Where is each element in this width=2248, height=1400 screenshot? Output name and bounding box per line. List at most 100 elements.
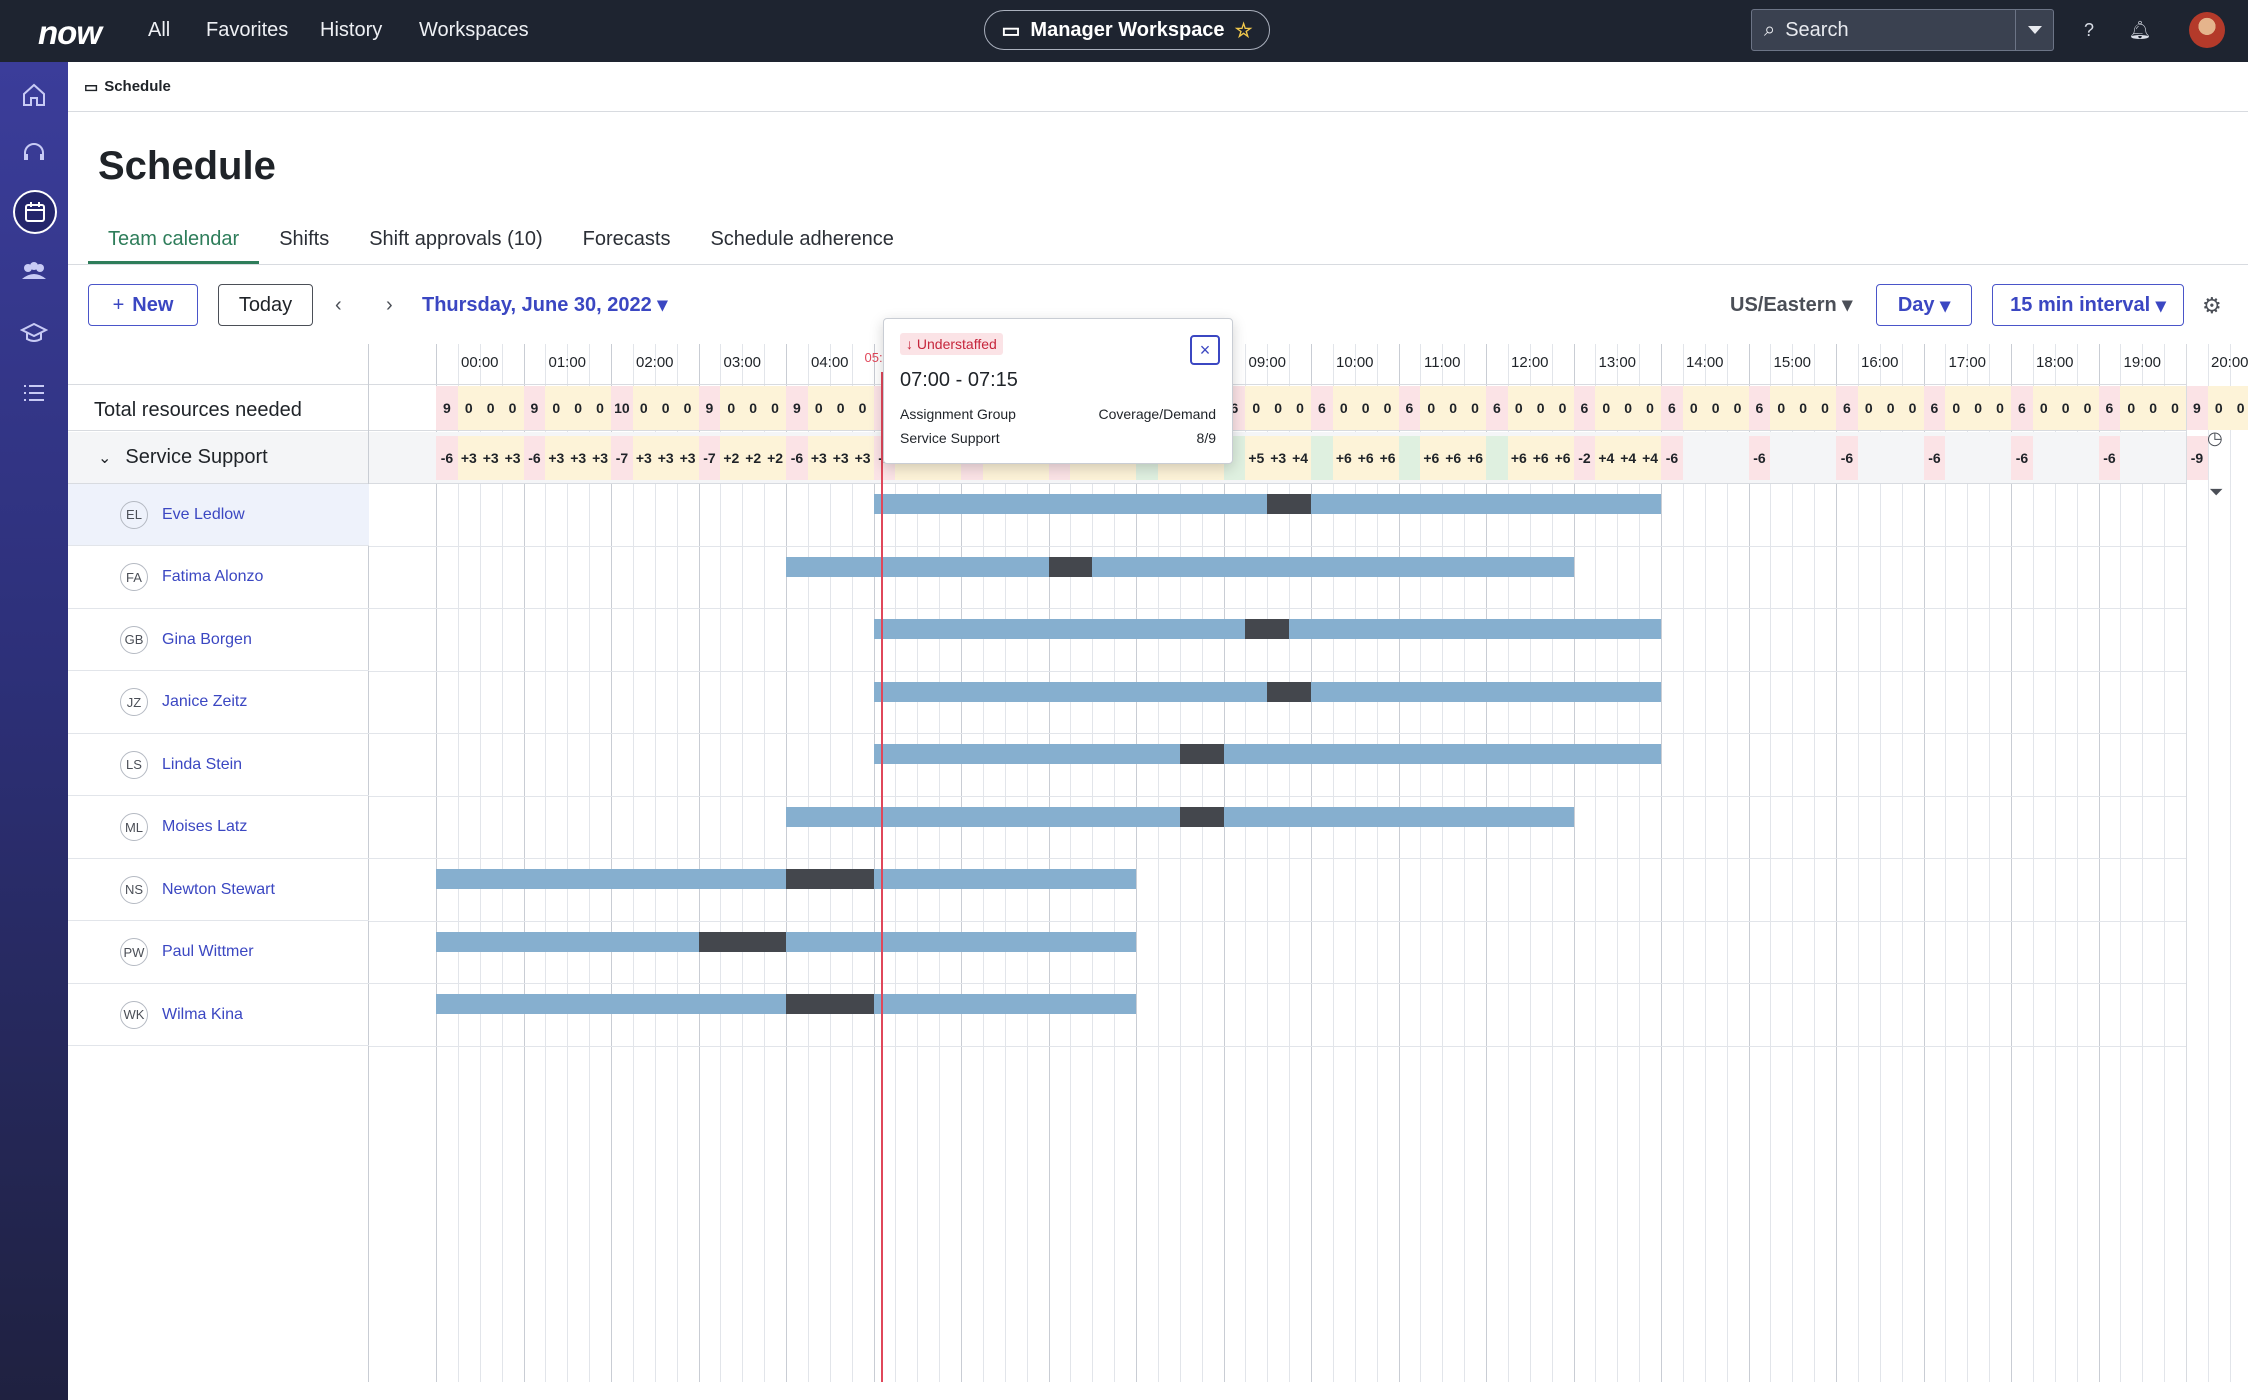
tab-shift-approvals[interactable]: Shift approvals (10) [369,228,543,250]
person-name-link[interactable]: Moises Latz [162,818,248,835]
break-block[interactable] [1048,556,1093,577]
nav-favorites[interactable]: Favorites [206,19,289,41]
coverage-cell[interactable]: -6 [1836,436,1858,480]
coverage-cell[interactable] [2120,436,2142,480]
next-arrow-icon[interactable]: › [386,294,393,316]
coverage-cell[interactable]: +6 [1376,436,1399,480]
date-picker[interactable]: Thursday, June 30, 2022 ▾ [422,292,667,317]
shift-bar[interactable] [786,556,1574,577]
person-name-link[interactable]: Gina Borgen [162,630,252,648]
coverage-cell[interactable]: +3 [807,436,830,480]
coverage-cell[interactable]: +3 [654,436,677,480]
coverage-cell[interactable]: +3 [457,436,480,480]
coverage-cell[interactable]: +3 [1267,436,1290,480]
total-cell[interactable]: 0 [2229,386,2248,430]
coverage-cell[interactable]: +4 [1289,436,1311,480]
total-cell[interactable]: 0 [1420,386,1443,430]
total-cell[interactable]: 0 [1442,386,1465,430]
coverage-cell[interactable]: +3 [479,436,502,480]
group-toggle[interactable]: ⌄ Service Support [98,446,268,469]
total-cell[interactable]: 0 [720,386,743,430]
total-cell[interactable]: 0 [501,386,524,430]
total-cell[interactable]: 0 [1989,386,2011,430]
coverage-cell[interactable] [1792,436,1814,480]
person-row[interactable]: LS Linda Stein [68,734,369,796]
person-row[interactable]: ML Moises Latz [68,797,369,859]
person-name-link[interactable]: Fatima Alonzo [162,568,264,585]
prev-arrow-icon[interactable]: ‹ [335,294,342,316]
coverage-cell[interactable] [1683,436,1705,480]
total-cell[interactable]: 9 [523,386,546,430]
list-icon[interactable] [15,374,53,412]
breadcrumb-schedule[interactable]: Schedule [104,78,171,95]
coverage-cell[interactable]: +6 [1507,436,1530,480]
tab-team-calendar[interactable]: Team calendar [88,228,260,264]
total-cell[interactable]: 0 [1814,386,1836,430]
coverage-cell[interactable]: +6 [1551,436,1574,480]
break-block[interactable] [1267,494,1311,514]
total-cell[interactable]: 9 [698,386,721,430]
calendar-icon[interactable] [13,190,57,234]
total-cell[interactable]: 0 [2207,386,2230,430]
coverage-cell[interactable] [1311,436,1333,480]
break-block[interactable] [1179,744,1224,764]
coverage-cell[interactable]: -6 [436,436,458,480]
person-row[interactable]: EL Eve Ledlow [68,484,369,546]
total-cell[interactable]: 0 [1704,386,1727,430]
coverage-cell[interactable] [1814,436,1836,480]
total-cell[interactable]: 0 [479,386,502,430]
total-cell[interactable]: 0 [2120,386,2143,430]
coverage-cell[interactable] [1967,436,1989,480]
coverage-cell[interactable]: -6 [523,436,546,480]
person-row[interactable]: NS Newton Stewart [68,859,369,921]
tab-shifts[interactable]: Shifts [279,228,330,250]
coverage-cell[interactable] [2055,436,2077,480]
team-icon[interactable] [15,252,53,290]
now-logo[interactable]: now [38,14,102,51]
total-cell[interactable]: 0 [1245,386,1268,430]
coverage-cell[interactable]: +3 [589,436,611,480]
total-cell[interactable]: 0 [654,386,677,430]
coverage-cell[interactable]: +6 [1464,436,1486,480]
coverage-cell[interactable]: +6 [1442,436,1465,480]
headset-icon[interactable] [15,134,53,172]
coverage-cell[interactable] [1902,436,1924,480]
total-cell[interactable]: 0 [589,386,611,430]
settings-gear-icon[interactable]: ⚙ [2202,293,2222,318]
coverage-cell[interactable]: +3 [501,436,524,480]
total-cell[interactable]: 0 [851,386,874,430]
workspace-button[interactable]: ▭ Manager Workspace ☆ [984,10,1270,50]
total-cell[interactable]: 6 [1311,386,1333,430]
coverage-cell[interactable]: +6 [1420,436,1443,480]
view-select[interactable]: Day ▾ [1876,284,1972,326]
person-name-link[interactable]: Paul Wittmer [162,943,254,960]
total-cell[interactable]: 0 [1289,386,1311,430]
coverage-cell[interactable]: +2 [720,436,743,480]
coverage-cell[interactable]: +6 [1354,436,1377,480]
total-cell[interactable]: 6 [1923,386,1946,430]
coverage-cell[interactable]: -9 [2186,436,2208,480]
total-cell[interactable]: 0 [1551,386,1574,430]
coverage-cell[interactable] [1858,436,1880,480]
total-cell[interactable]: 0 [1967,386,1990,430]
total-cell[interactable]: 0 [1332,386,1355,430]
coverage-cell[interactable] [1880,436,1902,480]
total-cell[interactable]: 0 [742,386,765,430]
total-cell[interactable]: 9 [786,386,808,430]
total-cell[interactable]: 0 [1595,386,1618,430]
nav-workspaces[interactable]: Workspaces [419,19,529,41]
total-cell[interactable]: 0 [1529,386,1552,430]
person-name-link[interactable]: Newton Stewart [162,880,275,898]
new-button[interactable]: + New [88,284,198,326]
total-cell[interactable]: 6 [1836,386,1858,430]
coverage-cell[interactable]: +3 [632,436,655,480]
coverage-cell[interactable]: -6 [1923,436,1946,480]
total-cell[interactable]: 0 [2142,386,2165,430]
filter-icon[interactable]: ⏷ [2209,482,2224,502]
coverage-cell[interactable]: +3 [829,436,852,480]
person-row[interactable]: JZ Janice Zeitz [68,672,369,734]
total-cell[interactable]: 0 [1901,386,1924,430]
total-cell[interactable]: 0 [807,386,830,430]
break-block[interactable] [698,931,786,952]
total-cell[interactable]: 0 [1464,386,1486,430]
